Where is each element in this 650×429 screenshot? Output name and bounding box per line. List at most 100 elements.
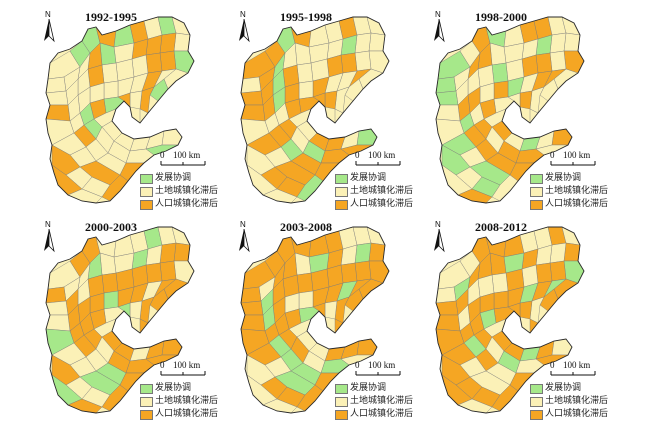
region-map <box>240 226 390 414</box>
legend-swatch <box>530 174 543 184</box>
legend-swatch <box>140 187 153 197</box>
legend-label: 发展协调 <box>350 173 387 183</box>
north-arrow-icon: N <box>430 220 450 254</box>
legend-item-coordinated: 发展协调 <box>335 172 430 184</box>
north-label: N <box>240 10 246 19</box>
legend-item-pop-lag: 人口城镇化滞后 <box>335 408 430 420</box>
scale-label: 100 km <box>563 150 591 160</box>
legend-swatch <box>530 187 543 197</box>
county-unit <box>549 50 567 72</box>
legend-label: 人口城镇化滞后 <box>545 199 609 209</box>
scale-bar: 0 100 km <box>355 360 425 382</box>
county-unit <box>173 242 191 262</box>
scale-bar: 0 100 km <box>160 360 230 382</box>
legend-label: 土地城镇化滞后 <box>545 186 609 196</box>
county-unit <box>296 272 314 294</box>
county-unit <box>435 286 457 304</box>
county-unit <box>549 32 567 54</box>
county-unit <box>159 242 177 264</box>
scale-bar: 0 100 km <box>550 360 620 382</box>
legend-label: 土地城镇化滞后 <box>350 186 414 196</box>
scale-bar: 0 100 km <box>355 150 425 172</box>
county-unit <box>549 260 567 282</box>
map-panel-2008-2012: N 2008-2012 0 100 km 发展协调 土地城镇化滞后 人口城镇化滞… <box>420 215 620 420</box>
legend-item-coordinated: 发展协调 <box>140 172 235 184</box>
legend-swatch <box>335 200 348 210</box>
legend: 发展协调 土地城镇化滞后 人口城镇化滞后 <box>335 382 430 421</box>
scale-start: 0 <box>160 150 165 160</box>
county-unit <box>519 300 533 320</box>
period-title: 2000-2003 <box>85 220 137 234</box>
period-title: 1992-1995 <box>85 10 137 24</box>
legend: 发展协调 土地城镇化滞后 人口城镇化滞后 <box>140 382 235 421</box>
north-arrow-icon: N <box>235 220 255 254</box>
county-unit <box>563 32 581 52</box>
legend-swatch <box>335 384 348 394</box>
map-panel-2003-2008: N 2003-2008 0 100 km 发展协调 土地城镇化滞后 人口城镇化滞… <box>225 215 425 420</box>
legend-item-coordinated: 发展协调 <box>530 172 625 184</box>
county-unit <box>103 80 119 100</box>
legend-swatch <box>140 200 153 210</box>
period-title: 1995-1998 <box>280 10 332 24</box>
north-arrow-icon: N <box>40 220 60 254</box>
county-unit <box>549 242 567 264</box>
north-arrow-icon: N <box>430 10 450 44</box>
scale-start: 0 <box>355 360 360 370</box>
legend-swatch <box>335 187 348 197</box>
county-unit <box>159 50 177 72</box>
scale-label: 100 km <box>563 360 591 370</box>
legend-item-pop-lag: 人口城镇化滞后 <box>140 198 235 210</box>
region-map <box>435 16 585 204</box>
legend-label: 土地城镇化滞后 <box>545 396 609 406</box>
county-unit <box>493 290 509 310</box>
county-unit <box>491 272 509 294</box>
legend: 发展协调 土地城镇化滞后 人口城镇化滞后 <box>530 382 625 421</box>
region-outline <box>45 226 195 414</box>
county-unit <box>103 290 119 310</box>
scale-label: 100 km <box>173 360 201 370</box>
county-unit <box>324 300 338 320</box>
county-unit <box>101 62 119 84</box>
region-map <box>45 226 195 414</box>
legend-label: 人口城镇化滞后 <box>545 409 609 419</box>
county-unit <box>45 286 67 304</box>
region-outline <box>240 16 390 204</box>
legend-item-coordinated: 发展协调 <box>335 382 430 394</box>
scale-label: 100 km <box>173 150 201 160</box>
legend-label: 发展协调 <box>545 173 582 183</box>
county-unit <box>491 62 509 84</box>
county-unit <box>145 52 163 74</box>
county-unit <box>535 52 553 74</box>
county-unit <box>129 300 143 320</box>
region-outline <box>45 16 195 204</box>
county-unit <box>493 80 509 100</box>
county-unit <box>240 76 262 94</box>
county-unit <box>101 272 119 294</box>
county-unit <box>519 90 533 110</box>
legend-label: 人口城镇化滞后 <box>350 199 414 209</box>
legend-item-pop-lag: 人口城镇化滞后 <box>530 198 625 210</box>
county-unit <box>129 90 143 110</box>
county-unit <box>354 260 372 282</box>
north-label: N <box>435 10 441 19</box>
county-unit <box>535 262 553 284</box>
map-panel-1998-2000: N 1998-2000 0 100 km 发展协调 土地城镇化滞后 人口城镇化滞… <box>420 5 620 210</box>
legend-item-pop-lag: 人口城镇化滞后 <box>335 198 430 210</box>
region-map <box>45 16 195 204</box>
legend-label: 人口城镇化滞后 <box>155 199 219 209</box>
scale-start: 0 <box>550 150 555 160</box>
legend-label: 发展协调 <box>155 383 192 393</box>
north-arrow-icon: N <box>235 10 255 44</box>
county-unit <box>340 262 358 284</box>
legend-swatch <box>140 384 153 394</box>
north-label: N <box>435 220 441 229</box>
legend-swatch <box>140 174 153 184</box>
scale-start: 0 <box>160 360 165 370</box>
legend-label: 发展协调 <box>350 383 387 393</box>
legend-label: 发展协调 <box>545 383 582 393</box>
north-label: N <box>45 10 51 19</box>
county-unit <box>296 62 314 84</box>
legend: 发展协调 土地城镇化滞后 人口城镇化滞后 <box>335 172 430 211</box>
scale-start: 0 <box>550 360 555 370</box>
